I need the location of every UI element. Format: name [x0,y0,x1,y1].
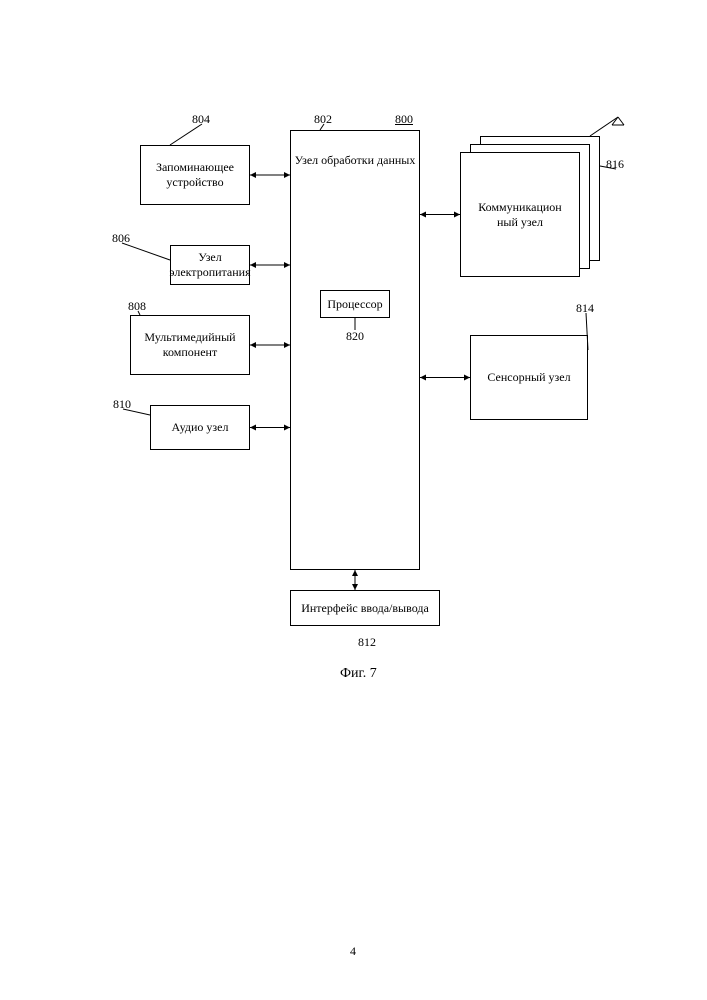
figure-caption: Фиг. 7 [340,666,377,682]
ref-820: 820 [346,330,364,342]
diagram-stage: Узел обработки данных Процессор Запомина… [0,0,707,1000]
comm-node: Коммуникацион ный узел [460,152,580,277]
ref-814: 814 [576,302,594,314]
audio-label: Аудио узел [172,420,229,435]
ref-812: 812 [358,636,376,648]
io-label: Интерфейс ввода/вывода [301,601,429,616]
processing-node: Узел обработки данных [290,130,420,570]
ref-806: 806 [112,232,130,244]
ref-804: 804 [192,113,210,125]
memory-node: Запоминающее устройство [140,145,250,205]
io-node: Интерфейс ввода/вывода [290,590,440,626]
processor-label: Процессор [327,297,382,312]
processing-node-title: Узел обработки данных [291,153,419,168]
power-label: Узел электропитания [169,250,250,280]
multimedia-node: Мультимедийный компонент [130,315,250,375]
sensor-label: Сенсорный узел [487,370,570,385]
ref-800: 800 [395,113,413,125]
ref-808: 808 [128,300,146,312]
ref-802: 802 [314,113,332,125]
ref-816: 816 [606,158,624,170]
sensor-node: Сенсорный узел [470,335,588,420]
page-number: 4 [350,944,356,959]
memory-label: Запоминающее устройство [145,160,245,190]
comm-label: Коммуникацион ный узел [478,200,561,230]
power-node: Узел электропитания [170,245,250,285]
multimedia-label: Мультимедийный компонент [135,330,245,360]
audio-node: Аудио узел [150,405,250,450]
ref-810: 810 [113,398,131,410]
processor-node: Процессор [320,290,390,318]
